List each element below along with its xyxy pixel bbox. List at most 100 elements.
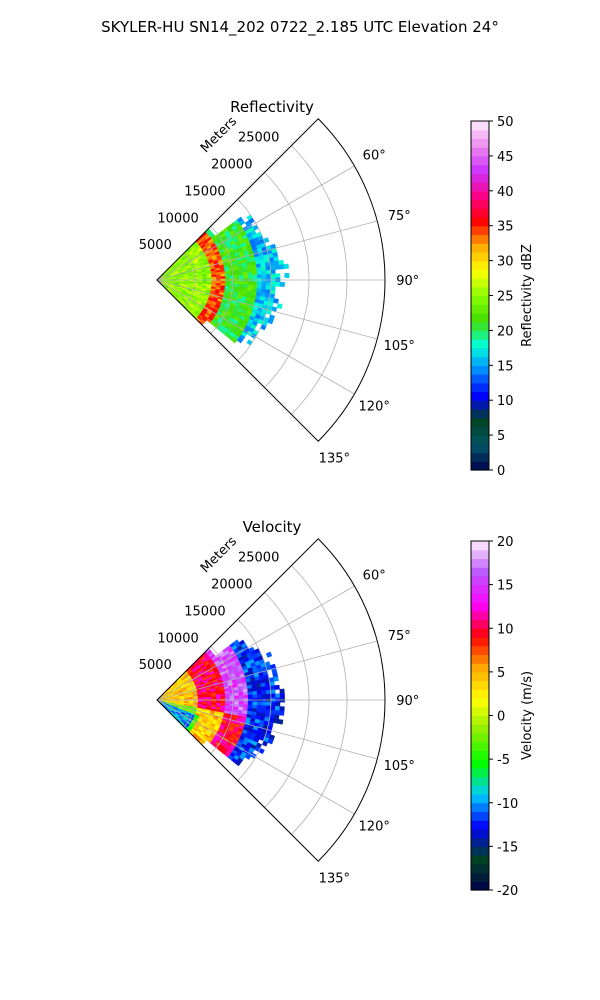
- colorbar-tick-label: -15: [497, 840, 518, 855]
- colorbar-segment: [471, 575, 489, 586]
- field-cell: [261, 690, 267, 695]
- colorbar-segment: [471, 225, 489, 236]
- field-cell: [270, 701, 276, 707]
- azimuth-spoke: [156, 699, 355, 815]
- field-cell: [284, 272, 290, 278]
- colorbar-segment: [471, 147, 489, 157]
- field-cell: [252, 274, 258, 279]
- field-cell: [260, 686, 267, 692]
- colorbar-segment: [471, 689, 489, 699]
- colorbar-segment: [471, 208, 489, 218]
- field-cell: [278, 264, 285, 270]
- colorbar-tick-label: 15: [497, 359, 514, 374]
- field-cell: [234, 701, 240, 705]
- field-cell: [242, 268, 249, 273]
- colorbar-segment: [471, 243, 489, 253]
- azimuth-spoke: [156, 699, 378, 760]
- field-cell: [238, 701, 244, 705]
- colorbar-tick-label: 40: [497, 185, 514, 200]
- colorbar-segment: [471, 374, 489, 384]
- azimuth-tick-label: 135°: [319, 451, 350, 466]
- range-tick-label: 20000: [211, 578, 252, 593]
- colorbar-segment: [471, 724, 489, 734]
- colorbar-segment: [471, 541, 489, 551]
- field-cell: [244, 753, 252, 760]
- colorbar-segment: [471, 811, 489, 821]
- field-cell: [234, 695, 240, 699]
- field-cell: [270, 705, 276, 711]
- field-cell: [278, 259, 284, 266]
- field-cell: [224, 693, 231, 697]
- sector-frame: [156, 118, 386, 442]
- azimuth-tick-label: 75°: [388, 629, 411, 644]
- colorbar-segment: [471, 435, 489, 445]
- colorbar-segment: [471, 654, 489, 664]
- range-tick-label: 15000: [184, 184, 225, 199]
- colorbar-segment: [471, 443, 489, 454]
- field-cell: [265, 651, 273, 658]
- field-cell: [238, 692, 244, 696]
- field-cell: [261, 281, 267, 286]
- field-cell: [243, 281, 249, 285]
- field-cell: [211, 276, 217, 280]
- field-cell: [220, 696, 226, 700]
- colorbar-segment: [471, 855, 489, 865]
- velocity-colorbar: -20 -15 -10 -5 0 5 10 15 20 Velocity (m/s): [470, 535, 535, 899]
- colorbar-segment: [471, 391, 489, 401]
- colorbar-segment: [471, 417, 489, 427]
- field-cell: [236, 337, 244, 344]
- field-cell: [252, 271, 258, 276]
- azimuth-tick-label: 120°: [359, 399, 390, 414]
- azimuth-tick-label: 90°: [396, 694, 419, 709]
- field-cell: [252, 694, 258, 699]
- field-cell: [279, 688, 285, 694]
- colorbar-tick-label: 5: [497, 666, 505, 681]
- field-cell: [202, 697, 208, 700]
- field-cell: [256, 274, 263, 279]
- colorbar-segment: [471, 846, 489, 856]
- colorbar-segment: [471, 339, 489, 349]
- azimuth-tick-label: 105°: [384, 759, 415, 774]
- colorbar-segment: [471, 356, 489, 366]
- reflectivity-title: Reflectivity: [230, 98, 314, 116]
- field-cell: [265, 705, 272, 711]
- colorbar-label: Velocity (m/s): [520, 671, 535, 760]
- field-cell: [234, 272, 240, 277]
- azimuth-tick-label: 60°: [363, 569, 386, 584]
- field-cell: [274, 710, 280, 716]
- field-cell: [267, 738, 274, 745]
- colorbar-tick-label: 0: [497, 710, 505, 725]
- range-tick-label: 25000: [238, 131, 279, 146]
- field-cell: [270, 285, 276, 291]
- field-cell: [229, 275, 235, 279]
- field-cell: [238, 281, 244, 285]
- range-tick-label: 10000: [157, 631, 198, 646]
- colorbar-tick-label: 50: [497, 115, 514, 130]
- field-cell: [247, 688, 253, 693]
- colorbar-segment: [471, 619, 489, 629]
- azimuth-spoke: [156, 165, 355, 281]
- field-cell: [274, 264, 280, 270]
- field-cell: [252, 691, 258, 696]
- colorbar-segment: [471, 715, 489, 725]
- colorbar-segment: [471, 173, 489, 183]
- colorbar-tick-label: 35: [497, 220, 514, 235]
- field-cell: [266, 281, 272, 287]
- colorbar-segment: [471, 199, 489, 209]
- field-cell: [266, 273, 272, 279]
- field-cell: [279, 281, 285, 287]
- range-tick-label: 5000: [139, 658, 172, 673]
- field-cell: [242, 688, 249, 693]
- azimuth-tick-label: 120°: [359, 819, 390, 834]
- colorbar-segment: [471, 190, 489, 201]
- field-cell: [243, 691, 249, 696]
- colorbar-segment: [471, 155, 489, 166]
- colorbar-segment: [471, 645, 489, 656]
- colorbar-segment: [471, 182, 489, 192]
- colorbar-segment: [471, 732, 489, 743]
- colorbar-segment: [471, 671, 489, 682]
- field-cell: [247, 284, 253, 289]
- field-cell: [266, 701, 272, 707]
- colorbar-segment: [471, 216, 489, 227]
- range-axis-label: Meters: [198, 534, 240, 576]
